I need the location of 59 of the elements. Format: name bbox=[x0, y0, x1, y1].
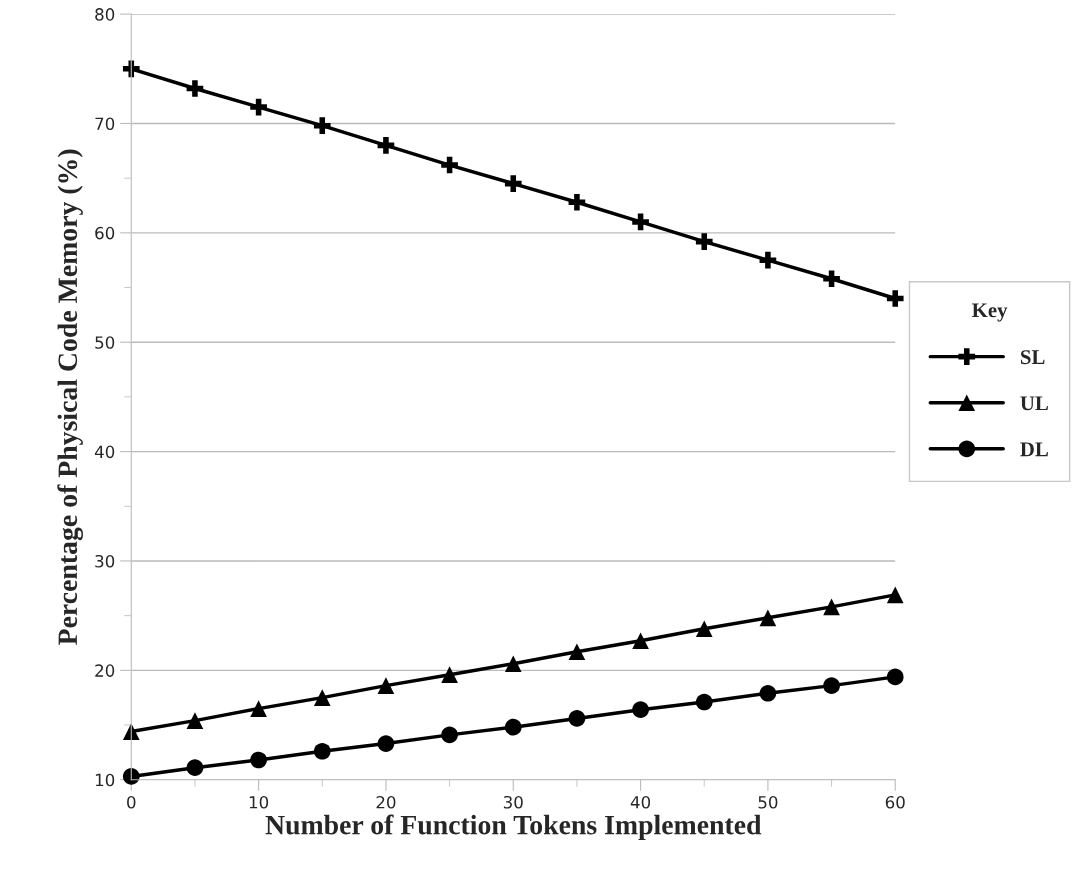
point bbox=[823, 270, 840, 288]
point bbox=[186, 712, 204, 729]
x-tick-label: 10 bbox=[249, 795, 269, 809]
point bbox=[695, 693, 713, 711]
point bbox=[759, 251, 777, 269]
x-tick-label: 60 bbox=[885, 795, 905, 809]
point bbox=[122, 723, 140, 740]
y-axis-title: Percentage of Physical Code Memory (%) bbox=[57, 149, 83, 645]
y-tick-label: 10 bbox=[95, 773, 115, 787]
point bbox=[759, 609, 777, 627]
legend-label: DL bbox=[1020, 442, 1048, 457]
point bbox=[250, 700, 267, 717]
point bbox=[441, 726, 458, 744]
point bbox=[377, 137, 395, 154]
y-tick-label: 50 bbox=[95, 336, 115, 349]
point bbox=[823, 677, 840, 694]
point bbox=[377, 735, 395, 752]
point bbox=[441, 666, 458, 684]
legend-label: UL bbox=[1020, 396, 1048, 411]
x-tick-label: 30 bbox=[503, 795, 523, 809]
point bbox=[250, 751, 267, 769]
x-tick-label: 50 bbox=[758, 795, 778, 809]
x-axis-title: Number of Function Tokens Implemented bbox=[265, 814, 762, 841]
point bbox=[632, 701, 649, 719]
point bbox=[568, 643, 586, 661]
point bbox=[759, 684, 777, 702]
legend-label: SL bbox=[1021, 350, 1045, 365]
point bbox=[632, 213, 649, 231]
point bbox=[632, 632, 649, 650]
point bbox=[441, 156, 458, 174]
point bbox=[568, 193, 586, 211]
point bbox=[377, 677, 395, 694]
y-tick-label: 80 bbox=[95, 8, 115, 21]
x-tick-label: 0 bbox=[127, 795, 136, 809]
point bbox=[886, 668, 904, 686]
point bbox=[886, 586, 904, 604]
point bbox=[313, 742, 331, 760]
point bbox=[504, 655, 522, 673]
point bbox=[504, 718, 522, 736]
y-tick-label: 40 bbox=[94, 445, 115, 459]
point bbox=[695, 233, 713, 250]
point bbox=[568, 710, 586, 727]
x-tick-label: 40 bbox=[630, 795, 651, 809]
point bbox=[313, 689, 331, 706]
point bbox=[886, 290, 904, 307]
x-tick-label: 20 bbox=[376, 795, 396, 809]
point bbox=[504, 175, 522, 192]
point bbox=[695, 620, 713, 638]
point bbox=[122, 60, 140, 78]
point bbox=[250, 98, 267, 116]
legend-title: Key bbox=[971, 303, 1008, 322]
point bbox=[186, 759, 204, 776]
y-tick-label: 60 bbox=[95, 226, 115, 240]
y-tick-label: 70 bbox=[95, 117, 115, 131]
y-tick-label: 20 bbox=[95, 664, 115, 677]
point bbox=[186, 80, 204, 97]
y-tick-label: 30 bbox=[95, 554, 115, 568]
point bbox=[313, 117, 331, 134]
point bbox=[823, 598, 840, 616]
